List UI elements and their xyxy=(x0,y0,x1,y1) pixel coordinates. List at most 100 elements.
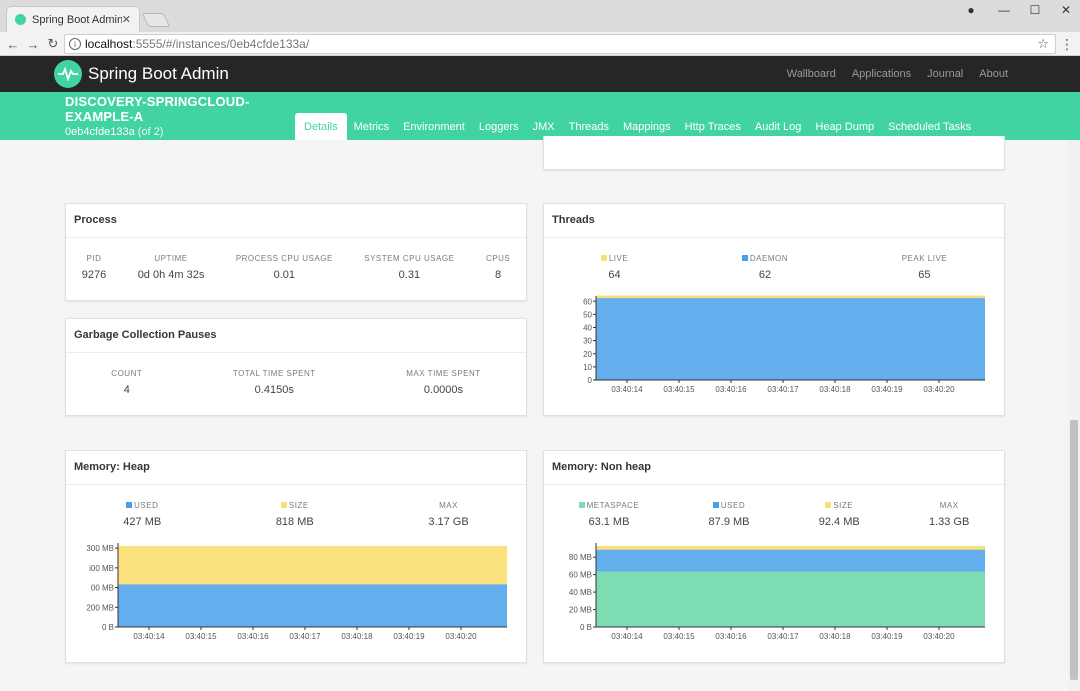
stat-label-text: DAEMON xyxy=(749,254,789,263)
x-tick-label: 03:40:20 xyxy=(923,385,955,394)
tab-details[interactable]: Details xyxy=(295,113,347,140)
stat-value: 0.0000s xyxy=(423,384,464,396)
threads-chart: 0 10 20 30 40 50 60 03:40:14 03:40:15 03:40:16 03:… xyxy=(583,295,985,394)
brand-title: Spring Boot Admin xyxy=(88,64,229,83)
stat-label-text: METASPACE xyxy=(586,501,640,510)
area-used xyxy=(118,584,507,627)
browser-tab[interactable]: Spring Boot Admin ✕ xyxy=(6,6,140,32)
stat-gc-total: TOTAL TIME SPENT 0.4150s xyxy=(233,369,316,396)
stat-uptime: UPTIME 0d 0h 4m 32s xyxy=(138,254,205,281)
y-tick-label: 60 MB xyxy=(569,571,592,580)
x-tick-label: 03:40:14 xyxy=(611,632,643,641)
y-tick-label: 30 xyxy=(583,337,592,346)
y-tick-label: 80 MB xyxy=(569,553,592,562)
nav-applications[interactable]: Applications xyxy=(851,68,912,80)
stat-value: 64 xyxy=(608,269,621,281)
stat-nonheap-used: USED 87.9 MB xyxy=(709,501,750,528)
x-tick-label: 03:40:15 xyxy=(663,385,695,394)
gc-card-title: Garbage Collection Pauses xyxy=(66,319,526,353)
url-input[interactable]: i localhost:5555/#/instances/0eb4cfde133… xyxy=(64,34,1056,54)
stat-value: 0.4150s xyxy=(254,384,294,396)
stat-label: SIZE xyxy=(819,501,860,510)
y-tick-label: 0 B xyxy=(102,623,114,632)
stat-cpus: CPUS 8 xyxy=(486,254,510,281)
stat-label: CPUS xyxy=(485,254,511,263)
x-tick-label: 03:40:17 xyxy=(767,385,799,394)
area-daemon xyxy=(596,298,985,380)
instance-id: 0eb4cfde133a (of 2) xyxy=(65,126,163,138)
heap-stats: USED 427 MB SIZE 818 MB MAX 3.17 GB xyxy=(66,485,526,528)
x-tick-label: 03:40:18 xyxy=(819,385,851,394)
stat-label: USED xyxy=(709,501,750,510)
y-tick-label: 10 xyxy=(583,363,592,372)
browser-menu-icon[interactable]: ⋮ xyxy=(1060,35,1074,52)
nav-about[interactable]: About xyxy=(979,68,1008,80)
legend-swatch xyxy=(741,255,748,261)
x-tick-label: 03:40:16 xyxy=(237,632,269,641)
tab-jmx[interactable]: JMX xyxy=(532,121,555,133)
y-tick-label: 20 xyxy=(583,350,592,359)
y-tick-label: 200 MB xyxy=(86,603,114,612)
scrollbar-thumb[interactable] xyxy=(1070,420,1078,680)
new-tab-button[interactable] xyxy=(141,13,171,27)
y-tick-label: 0 xyxy=(588,376,593,385)
stat-value: 62 xyxy=(758,269,772,281)
threads-card: Threads LIVE 64 DAEMON 62 PEAK LIVE 65 0 10 2… xyxy=(543,203,1005,416)
instance-count: (of 2) xyxy=(137,126,164,138)
reload-icon[interactable]: ↻ xyxy=(47,36,59,51)
stat-value: 63.1 MB xyxy=(588,516,630,528)
y-tick-label: 0 B xyxy=(580,623,592,632)
back-icon[interactable]: ← xyxy=(6,36,20,52)
tab-loggers[interactable]: Loggers xyxy=(478,121,519,133)
legend-swatch xyxy=(825,502,832,508)
stat-value: 818 MB xyxy=(275,516,314,528)
bookmark-star-icon[interactable]: ☆ xyxy=(1037,36,1049,51)
y-tick-label: 40 MB xyxy=(569,588,592,597)
forward-icon[interactable]: → xyxy=(26,36,40,52)
stat-label: SYSTEM CPU USAGE xyxy=(364,254,455,263)
minimize-icon[interactable]: — xyxy=(998,3,1010,17)
stat-value: 92.4 MB xyxy=(818,516,860,528)
stat-label: PROCESS CPU USAGE xyxy=(235,254,333,263)
tab-http-traces[interactable]: Http Traces xyxy=(684,121,741,133)
instance-id-value[interactable]: 0eb4cfde133a xyxy=(65,126,135,138)
tab-threads[interactable]: Threads xyxy=(568,121,609,133)
tab-audit-log[interactable]: Audit Log xyxy=(754,121,802,133)
heap-card: Memory: Heap USED 427 MB SIZE 818 MB MAX 3.… xyxy=(65,450,527,663)
top-nav: Wallboard Applications Journal About xyxy=(787,56,1008,92)
stat-value: 8 xyxy=(495,269,502,281)
tab-scheduled-tasks[interactable]: Scheduled Tasks xyxy=(888,121,972,133)
x-tick-label: 03:40:18 xyxy=(819,632,851,641)
process-stats: PID 9276 UPTIME 0d 0h 4m 32s PROCESS CPU U… xyxy=(66,238,526,281)
threads-stats: LIVE 64 DAEMON 62 PEAK LIVE 65 xyxy=(544,238,1004,281)
nav-wallboard[interactable]: Wallboard xyxy=(786,68,836,80)
close-window-icon[interactable]: ✕ xyxy=(1060,3,1072,17)
page-scrollbar[interactable] xyxy=(1068,140,1080,691)
tab-mappings[interactable]: Mappings xyxy=(622,121,671,133)
tab-environment[interactable]: Environment xyxy=(403,121,465,133)
info-icon[interactable]: i xyxy=(69,38,81,50)
stat-label-text: SIZE xyxy=(288,501,309,510)
stat-value: 4 xyxy=(123,384,130,396)
brand[interactable]: Spring Boot Admin xyxy=(54,60,229,88)
x-tick-label: 03:40:20 xyxy=(445,632,477,641)
previous-card-bottom xyxy=(543,136,1005,170)
stat-pid: PID 9276 xyxy=(82,254,106,281)
profile-icon[interactable]: ● xyxy=(967,3,975,17)
tab-metrics[interactable]: Metrics xyxy=(353,121,390,133)
tab-heap-dump[interactable]: Heap Dump xyxy=(815,121,875,133)
stat-value: 87.9 MB xyxy=(708,516,750,528)
stat-value: 65 xyxy=(918,269,931,281)
address-toolbar: ← → ↻ i localhost:5555/#/instances/0eb4c… xyxy=(0,32,1080,56)
stat-label: SIZE xyxy=(276,501,314,510)
nav-journal[interactable]: Journal xyxy=(927,68,964,80)
close-tab-icon[interactable]: ✕ xyxy=(121,14,131,26)
gc-stats: COUNT 4 TOTAL TIME SPENT 0.4150s MAX TIME … xyxy=(66,353,526,396)
stat-label: METASPACE xyxy=(578,501,640,510)
x-tick-label: 03:40:15 xyxy=(185,632,217,641)
legend-swatch xyxy=(126,502,133,508)
heap-card-title: Memory: Heap xyxy=(66,451,526,485)
stat-daemon: DAEMON 62 xyxy=(741,254,789,281)
maximize-icon[interactable]: ☐ xyxy=(1029,3,1041,17)
instance-tabs: Details Metrics Environment Loggers JMX … xyxy=(295,111,978,140)
